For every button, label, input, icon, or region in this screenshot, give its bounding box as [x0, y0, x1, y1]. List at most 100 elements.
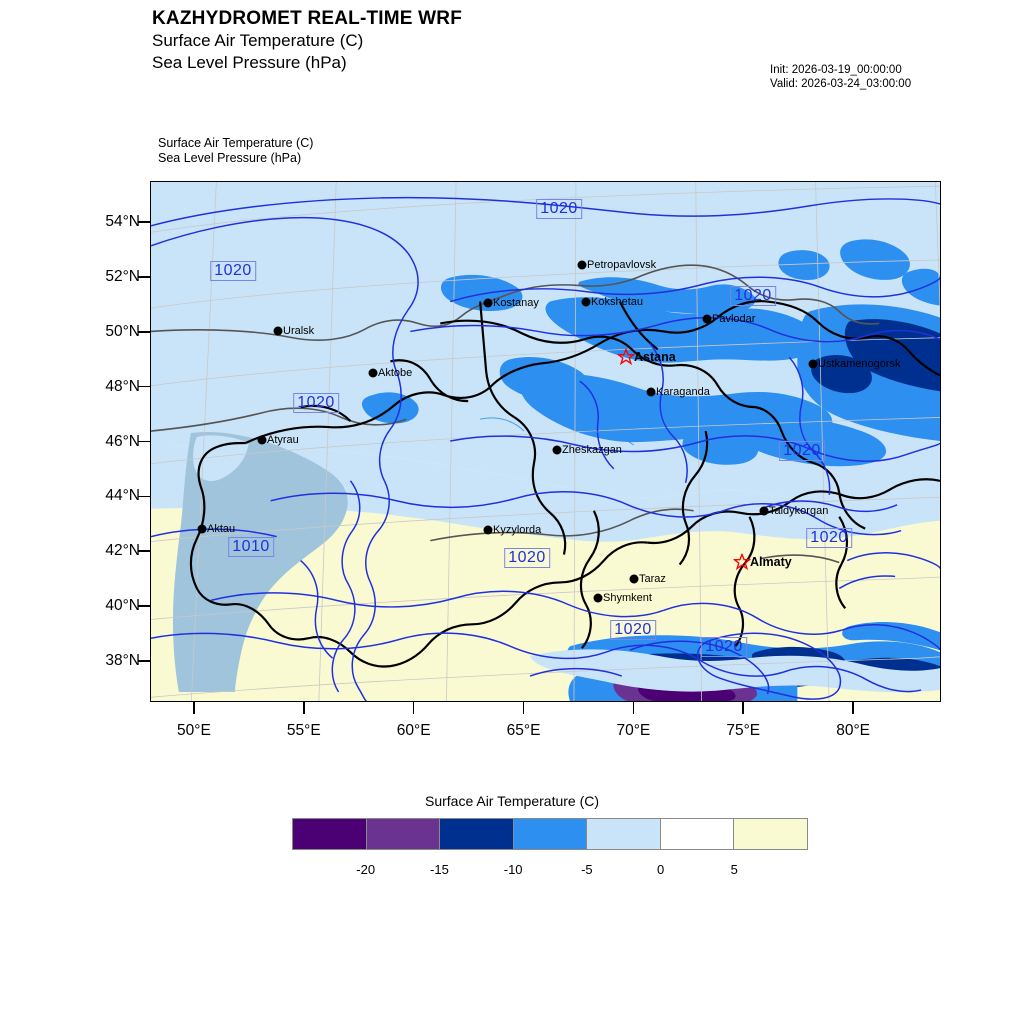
city-label: Ustkamenogorsk — [818, 358, 901, 370]
page-title: KAZHYDROMET REAL-TIME WRF — [152, 8, 463, 29]
capital-star-icon — [617, 348, 635, 366]
colorbar-segment — [587, 819, 661, 849]
isobar-label: 1020 — [210, 261, 256, 281]
city-dot-icon — [646, 387, 656, 397]
x-axis-tick-label: 70°E — [616, 722, 651, 739]
isobar-label: 1020 — [610, 620, 656, 640]
panel-caption-pressure: Sea Level Pressure (hPa) — [158, 151, 302, 165]
map-plot-area[interactable]: 1020 1020 1020 1020 1020 1010 1020 1020 1020 1020… — [150, 181, 941, 702]
city-label: Taldykorgan — [769, 505, 829, 517]
x-axis-tick-label: 50°E — [177, 722, 211, 739]
y-axis-tick-label: 50°N — [105, 322, 140, 340]
colorbar-tick-label: -10 — [503, 862, 523, 877]
x-axis-tick-label: 80°E — [836, 722, 870, 739]
y-axis-tick-label: 44°N — [105, 487, 140, 505]
colorbar-segment — [440, 819, 514, 849]
x-axis-tick-mark — [303, 702, 305, 714]
x-axis-tick-label: 60°E — [396, 722, 431, 739]
y-axis-labels: 38°N 40°N 42°N 44°N 46°N 48°N 50°N 52°N 54°N — [60, 181, 140, 702]
valid-timestamp: Valid: 2026-03-24_03:00:00 — [770, 78, 912, 90]
isobar-label: 1020 — [536, 199, 582, 219]
isobar-label: 1020 — [504, 548, 550, 568]
colorbar-segment — [513, 819, 588, 849]
colorbar-tick-label: -20 — [356, 862, 376, 877]
city-label: Karaganda — [656, 386, 710, 398]
y-axis-tick-mark — [138, 550, 150, 552]
y-axis-tick-label: 40°N — [105, 597, 140, 615]
y-axis-tick-mark — [138, 331, 150, 333]
city-dot-icon — [257, 435, 267, 445]
x-axis-tick-mark — [193, 702, 195, 714]
y-axis-tick-mark — [138, 440, 150, 443]
colorbar-title: Surface Air Temperature (C) — [424, 793, 600, 809]
x-axis-tick-label: 55°E — [286, 722, 321, 739]
city-dot-icon — [552, 445, 562, 455]
x-axis-tick-mark — [412, 702, 415, 714]
title-subtitle-pressure: Sea Level Pressure (hPa) — [152, 53, 347, 72]
city-label: Almaty — [750, 555, 792, 569]
panel-caption: Surface Air Temperature (C) Sea Level Pr… — [158, 136, 313, 166]
y-axis-tick-mark — [138, 385, 150, 388]
city-dot-icon — [197, 524, 207, 534]
colorbar-segment — [660, 819, 735, 849]
y-axis-tick-mark — [138, 660, 150, 662]
city-dot-icon — [483, 298, 493, 308]
city-label: Kyzylorda — [493, 524, 542, 536]
y-axis-tick-mark — [138, 495, 150, 498]
city-dot-icon — [759, 506, 769, 516]
city-label: Taraz — [639, 573, 666, 585]
city-dot-icon — [368, 368, 378, 378]
x-axis-labels: 50°E 55°E 60°E 65°E 70°E 75°E 80°E — [150, 722, 941, 746]
city-dot-icon — [273, 326, 283, 336]
colorbar — [292, 818, 808, 850]
city-dot-icon — [593, 593, 603, 603]
city-label: Uralsk — [283, 325, 315, 337]
city-label: Aktobe — [378, 367, 413, 379]
city-dot-icon — [702, 314, 712, 324]
x-axis-ticks — [150, 702, 941, 716]
y-axis-tick-mark — [138, 221, 150, 223]
city-label: Petropavlovsk — [587, 259, 657, 271]
temperature-field — [151, 182, 940, 701]
city-dot-icon — [629, 574, 639, 584]
colorbar-segment — [293, 819, 367, 849]
city-label: Shymkent — [603, 592, 652, 604]
isobar-label: 1010 — [228, 537, 274, 557]
isobar-label: 1020 — [293, 393, 339, 413]
x-axis-tick-mark — [742, 702, 745, 714]
colorbar-tick-label: -15 — [430, 862, 449, 877]
city-label: Atyrau — [267, 434, 299, 446]
colorbar-tick-label: 5 — [730, 862, 738, 877]
y-axis-tick-label: 42°N — [105, 542, 140, 560]
colorbar-tick-label: 0 — [656, 862, 665, 877]
y-axis-tick-label: 52°N — [105, 267, 140, 285]
capital-star-icon — [733, 553, 751, 571]
city-label: Astana — [634, 350, 676, 364]
x-axis-tick-label: 65°E — [506, 722, 541, 739]
city-dot-icon — [808, 359, 818, 369]
isobar-label: 1020 — [806, 528, 852, 548]
colorbar-segment — [734, 819, 808, 849]
y-axis-tick-label: 38°N — [105, 651, 140, 669]
colorbar-tick-label: -5 — [581, 862, 593, 877]
city-dot-icon — [581, 297, 591, 307]
x-axis-tick-mark — [632, 702, 635, 714]
y-axis-tick-label: 46°N — [105, 432, 140, 450]
title-subtitle-temperature: Surface Air Temperature (C) — [152, 31, 364, 50]
x-axis-tick-label: 75°E — [726, 722, 761, 739]
colorbar-tick-labels: -20 -15 -10 -5 0 5 — [292, 862, 808, 882]
y-axis-tick-label: 48°N — [105, 377, 140, 395]
city-label: Kokshetau — [591, 296, 643, 308]
city-label: Pavlodar — [712, 313, 756, 325]
isobar-label: 1020 — [730, 286, 776, 306]
city-label: Kostanay — [493, 297, 539, 309]
run-timestamps: Init: 2026-03-19_00:00:00 Valid: 2026-03… — [770, 63, 1020, 91]
isobar-label: 1020 — [701, 637, 747, 657]
y-axis-tick-mark — [138, 605, 150, 607]
init-timestamp: Init: 2026-03-19_00:00:00 — [770, 64, 902, 76]
isobar-label: 1020 — [779, 441, 825, 461]
city-label: Zheskazgan — [562, 444, 622, 456]
y-axis-tick-label: 54°N — [105, 213, 140, 231]
y-axis-tick-mark — [138, 276, 150, 278]
y-axis-ticks — [138, 181, 152, 702]
